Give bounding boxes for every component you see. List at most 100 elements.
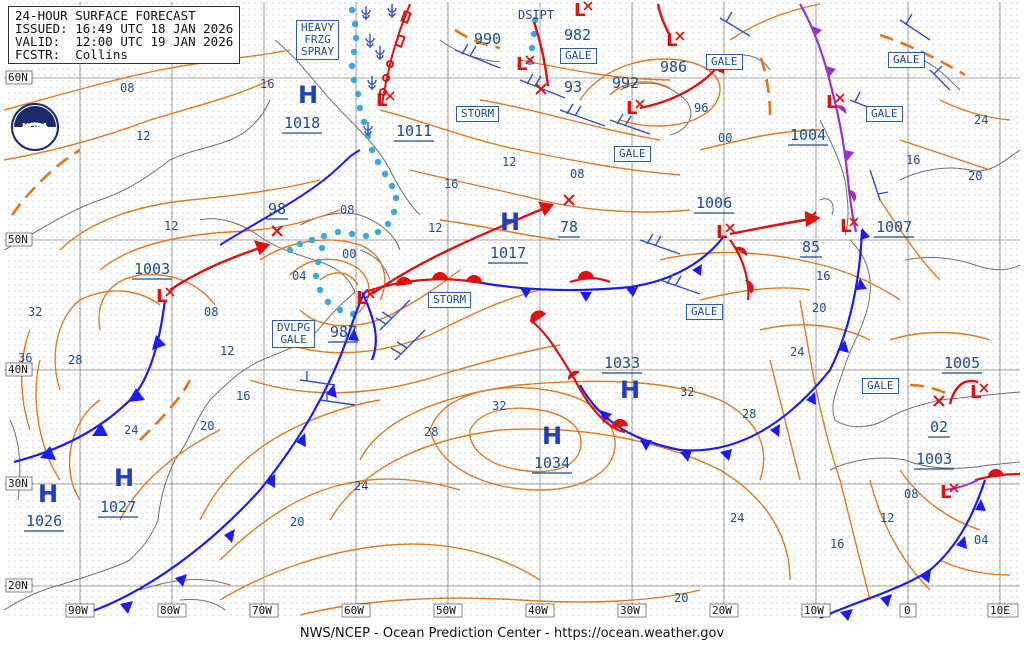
svg-text:28: 28 [742, 407, 756, 421]
svg-text:12: 12 [136, 129, 150, 143]
svg-text:50W: 50W [436, 604, 456, 617]
high-symbol: H [298, 81, 318, 109]
high-symbol: H [38, 480, 58, 508]
low-pressure: 1004 [790, 126, 826, 144]
svg-text:24: 24 [974, 113, 988, 127]
svg-text:20W: 20W [712, 604, 732, 617]
svg-text:10E: 10E [990, 604, 1010, 617]
forecast-pressure: 1011 [396, 122, 432, 140]
forecast-pressure: 78 [560, 218, 578, 236]
svg-text:16: 16 [906, 153, 920, 167]
svg-text:16: 16 [444, 177, 458, 191]
forecast-pressure: 85 [802, 238, 820, 256]
isobars [3, 3, 1011, 616]
graticule [4, 2, 1020, 618]
position-markers [271, 83, 945, 407]
high-pressure: 1033 [604, 354, 640, 372]
svg-text:90W: 90W [68, 604, 88, 617]
low-symbol: L [156, 286, 175, 307]
issued-time: ISSUED: 16:49 UTC 18 JAN 2026 [15, 21, 234, 36]
low-symbol: L [970, 382, 989, 403]
longitude-labels: 90W 80W 70W 60W 50W 40W 30W 20W 10W 0 10… [65, 603, 1019, 618]
svg-text:30N: 30N [8, 477, 28, 490]
high-symbol: H [500, 208, 520, 236]
svg-text:40N: 40N [8, 363, 28, 376]
svg-text:60N: 60N [8, 71, 28, 84]
noaa-logo-icon: NOAA [10, 102, 60, 152]
svg-text:08: 08 [120, 81, 134, 95]
high-pressure: 1017 [490, 244, 526, 262]
low-pressure: 1003 [134, 260, 170, 278]
low-pressure: 1003 [916, 450, 952, 468]
high-pressure: 1034 [534, 454, 570, 472]
low-pressure: 986 [660, 58, 687, 76]
dissipating-label: DSIPT [518, 8, 555, 22]
high-symbol: H [620, 376, 640, 404]
svg-text:20N: 20N [8, 579, 28, 592]
svg-text:12: 12 [164, 219, 178, 233]
svg-text:00: 00 [718, 131, 732, 145]
svg-text:08: 08 [904, 487, 918, 501]
svg-text:60W: 60W [344, 604, 364, 617]
svg-text:40W: 40W [528, 604, 548, 617]
low-symbol: L [940, 482, 959, 503]
svg-text:24: 24 [730, 511, 744, 525]
svg-text:28: 28 [68, 353, 82, 367]
storm-warning: STORM [456, 106, 500, 122]
svg-text:24: 24 [790, 345, 804, 359]
svg-text:20: 20 [200, 419, 214, 433]
gale-warning: GALE [866, 106, 903, 122]
svg-text:L: L [840, 216, 851, 237]
low-pressure: 1007 [876, 218, 912, 236]
svg-text:L: L [574, 0, 585, 21]
heavy-freezing-spray-warning: HEAVY FRZG SPRAY [296, 20, 340, 60]
svg-text:36: 36 [18, 351, 32, 365]
low-symbol: L [574, 0, 593, 21]
svg-text:L: L [716, 222, 727, 243]
svg-text:20: 20 [290, 515, 304, 529]
svg-text:L: L [516, 54, 527, 75]
svg-text:12: 12 [880, 511, 894, 525]
svg-text:24: 24 [124, 423, 138, 437]
coastlines [3, 39, 1021, 611]
svg-text:50N: 50N [8, 233, 28, 246]
svg-text:20: 20 [968, 169, 982, 183]
warm-fronts [364, 239, 1021, 482]
high-centers: H H H H H H [38, 81, 640, 508]
svg-text:L: L [666, 30, 677, 51]
low-pressure: 987 [330, 323, 357, 341]
latitude-labels: 60N 50N 40N 30N 20N [5, 70, 33, 593]
svg-text:12: 12 [428, 221, 442, 235]
svg-text:30W: 30W [620, 604, 640, 617]
footer-credit: NWS/NCEP - Ocean Prediction Center - htt… [0, 624, 1024, 652]
svg-text:L: L [356, 288, 367, 309]
high-symbol: H [114, 464, 134, 492]
high-pressure: 1018 [284, 114, 320, 132]
gale-warning: GALE [686, 304, 723, 320]
ocean-stipple [4, 2, 1020, 620]
gale-warning: GALE [888, 52, 925, 68]
svg-text:12: 12 [502, 155, 516, 169]
svg-text:08: 08 [570, 167, 584, 181]
svg-text:96: 96 [694, 101, 708, 115]
svg-text:L: L [376, 90, 387, 111]
svg-text:24: 24 [354, 479, 368, 493]
svg-text:L: L [826, 92, 837, 113]
svg-text:28: 28 [424, 425, 438, 439]
svg-text:32: 32 [680, 385, 694, 399]
svg-text:L: L [156, 286, 167, 307]
svg-text:L: L [970, 382, 981, 403]
low-pressure: 93 [564, 78, 582, 96]
svg-text:L: L [940, 482, 951, 503]
forecast-pressure: 98 [268, 200, 286, 218]
svg-text:0: 0 [904, 604, 911, 617]
svg-text:16: 16 [830, 537, 844, 551]
low-symbol: L [826, 92, 845, 113]
svg-text:04: 04 [292, 269, 306, 283]
low-pressure: 1006 [696, 194, 732, 212]
forecast-header: 24-HOUR SURFACE FORECAST ISSUED: 16:49 UT… [8, 6, 241, 64]
svg-text:20: 20 [812, 301, 826, 315]
forecaster: FCSTR: Collins [15, 47, 128, 62]
occluded-fronts [799, 3, 979, 491]
pressure-underlines [24, 132, 982, 532]
